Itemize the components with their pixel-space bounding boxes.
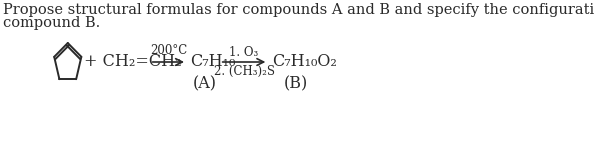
Text: 2. (CH₃)₂S: 2. (CH₃)₂S	[214, 65, 274, 78]
Text: (B): (B)	[284, 75, 308, 93]
Text: 200°C: 200°C	[150, 44, 187, 57]
Text: + CH₂=CH₂: + CH₂=CH₂	[84, 54, 182, 70]
Text: C₇H₁₀: C₇H₁₀	[190, 54, 236, 70]
Text: compound B.: compound B.	[3, 16, 100, 30]
Text: Propose structural formulas for compounds A and B and specify the configuration : Propose structural formulas for compound…	[3, 3, 595, 17]
Text: C₇H₁₀O₂: C₇H₁₀O₂	[272, 54, 337, 70]
Text: (A): (A)	[193, 75, 217, 93]
Text: 1. O₃: 1. O₃	[230, 46, 259, 59]
